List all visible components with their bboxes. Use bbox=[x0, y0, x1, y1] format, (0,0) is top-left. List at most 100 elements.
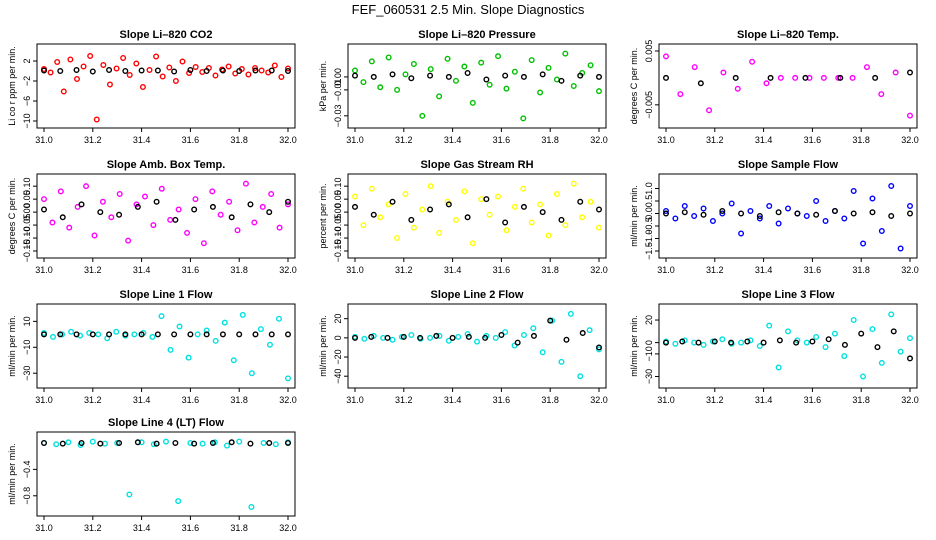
slope-point bbox=[73, 75, 80, 82]
mean-point bbox=[596, 206, 603, 213]
slope-point bbox=[385, 201, 392, 208]
mean-point bbox=[831, 207, 838, 214]
slope-point bbox=[41, 196, 48, 203]
slope-point bbox=[792, 74, 799, 81]
slope-point bbox=[520, 331, 527, 338]
slope-point bbox=[539, 349, 546, 356]
mean-point bbox=[825, 336, 832, 343]
slope-point bbox=[385, 54, 392, 61]
slope-point bbox=[577, 373, 584, 380]
slope-point bbox=[860, 240, 867, 247]
y-tick-label: −0.15 bbox=[22, 240, 32, 263]
mean-point bbox=[106, 66, 113, 73]
y-tick-label: 0.00 bbox=[333, 68, 343, 86]
mean-point bbox=[352, 72, 359, 79]
slope-point bbox=[192, 196, 199, 203]
slope-point bbox=[907, 202, 914, 209]
slope-point bbox=[352, 67, 359, 74]
slope-point bbox=[236, 438, 243, 445]
x-tick-label: 31.4 bbox=[133, 265, 151, 275]
mean-point bbox=[793, 339, 800, 346]
x-tick-label: 31.6 bbox=[804, 395, 822, 405]
slope-point bbox=[777, 74, 784, 81]
mean-point bbox=[802, 74, 809, 81]
slope-point bbox=[54, 59, 61, 66]
mean-point bbox=[498, 331, 505, 338]
mean-point bbox=[775, 209, 782, 216]
mean-point bbox=[122, 331, 129, 338]
slope-point bbox=[775, 364, 782, 371]
mean-point bbox=[890, 328, 897, 335]
slope-point bbox=[528, 219, 535, 226]
x-tick-label: 31.8 bbox=[541, 135, 559, 145]
slope-point bbox=[87, 53, 94, 60]
slope-point bbox=[444, 55, 451, 62]
mean-point bbox=[563, 336, 570, 343]
mean-point bbox=[78, 201, 85, 208]
slope-point bbox=[91, 232, 98, 239]
slope-point bbox=[709, 217, 716, 224]
mean-point bbox=[776, 337, 783, 344]
slope-point bbox=[596, 88, 603, 95]
slope-point bbox=[402, 190, 409, 197]
x-tick-label: 31.0 bbox=[346, 395, 364, 405]
slope-point bbox=[822, 344, 829, 351]
slope-point bbox=[738, 339, 745, 346]
slope-point bbox=[259, 203, 266, 210]
slope-point bbox=[200, 240, 207, 247]
slope-point bbox=[185, 354, 192, 361]
mean-point bbox=[858, 330, 865, 337]
mean-point bbox=[191, 206, 198, 213]
mean-point bbox=[408, 216, 415, 223]
x-tick-label: 32.0 bbox=[901, 265, 919, 275]
panel-title: Slope Sample Flow bbox=[738, 159, 839, 171]
slope-point bbox=[139, 83, 146, 90]
mean-point bbox=[850, 210, 857, 217]
slope-point bbox=[436, 332, 443, 339]
slope-point bbox=[562, 222, 569, 229]
x-tick-label: 31.8 bbox=[852, 135, 870, 145]
mean-point bbox=[728, 339, 735, 346]
panel-title: Slope Li–820 Temp. bbox=[737, 29, 839, 41]
slope-point bbox=[49, 219, 56, 226]
mean-point bbox=[268, 67, 275, 74]
slope-point bbox=[785, 205, 792, 212]
y-tick-label: −0.10 bbox=[22, 227, 32, 250]
slope-point bbox=[402, 71, 409, 78]
slope-point bbox=[775, 220, 782, 227]
slope-point bbox=[849, 74, 856, 81]
mean-point bbox=[756, 212, 763, 219]
x-tick-label: 31.0 bbox=[346, 135, 364, 145]
slope-point bbox=[209, 188, 216, 195]
slope-point bbox=[47, 69, 54, 76]
x-tick-label: 31.8 bbox=[541, 395, 559, 405]
y-tick-label: 0.5 bbox=[644, 195, 654, 208]
slope-point bbox=[530, 325, 537, 332]
mean-point bbox=[738, 210, 745, 217]
slope-point bbox=[863, 64, 870, 71]
slope-point bbox=[248, 504, 255, 511]
y-tick-label: −0.10 bbox=[333, 227, 343, 250]
slope-point bbox=[888, 311, 895, 318]
x-tick-label: 31.0 bbox=[35, 523, 53, 533]
y-tick-label: 0.0 bbox=[644, 207, 654, 220]
y-axis-label: kPa per min. bbox=[318, 61, 328, 112]
mean-point bbox=[41, 206, 48, 213]
slope-point bbox=[410, 60, 417, 67]
slope-point bbox=[410, 224, 417, 231]
mean-point bbox=[228, 214, 235, 221]
plot-frame bbox=[347, 303, 607, 389]
slope-point bbox=[106, 81, 113, 88]
mean-point bbox=[697, 80, 704, 87]
x-tick-label: 32.0 bbox=[901, 395, 919, 405]
x-tick-label: 31.6 bbox=[182, 265, 200, 275]
x-tick-label: 31.4 bbox=[133, 523, 151, 533]
slope-point bbox=[907, 112, 914, 119]
mean-point bbox=[153, 198, 160, 205]
slope-point bbox=[175, 498, 182, 505]
mean-point bbox=[700, 211, 707, 218]
mean-point bbox=[695, 339, 702, 346]
x-tick-label: 32.0 bbox=[901, 135, 919, 145]
x-tick-label: 31.2 bbox=[84, 523, 102, 533]
slope-point bbox=[427, 183, 434, 190]
